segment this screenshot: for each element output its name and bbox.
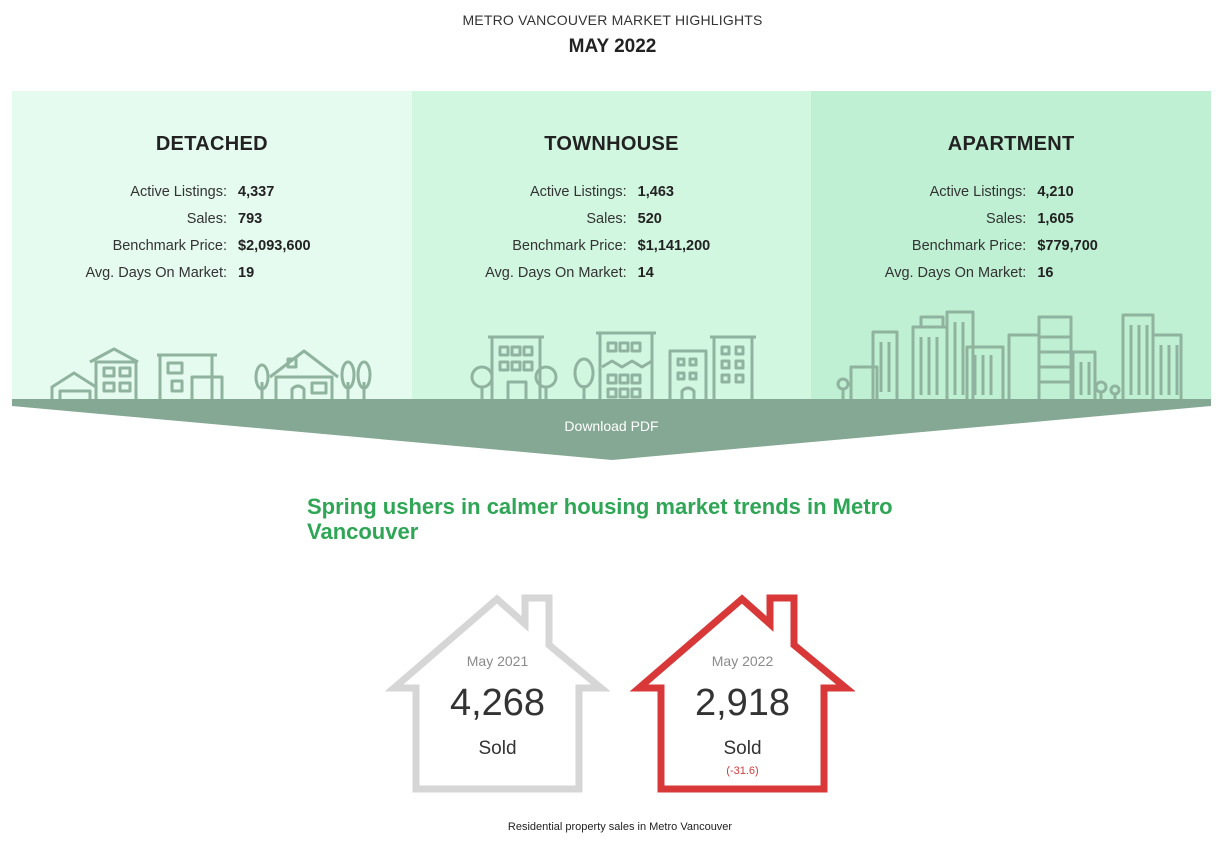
stat-row: Benchmark Price: $2,093,600 bbox=[12, 232, 412, 259]
panel-stats: Active Listings: 1,463 Sales: 520 Benchmar… bbox=[412, 178, 812, 286]
stat-value: $1,141,200 bbox=[637, 237, 711, 254]
page-header: METRO VANCOUVER MARKET HIGHLIGHTS MAY 20… bbox=[0, 12, 1225, 58]
house-outline-icon bbox=[385, 594, 610, 793]
townhouse-skyline-icon bbox=[470, 331, 756, 402]
stat-row: Active Listings: 4,337 bbox=[12, 178, 412, 205]
download-banner bbox=[12, 399, 1211, 460]
stat-row: Sales: 793 bbox=[12, 205, 412, 232]
stat-row: Active Listings: 1,463 bbox=[412, 178, 812, 205]
stat-value: 14 bbox=[637, 264, 654, 281]
sales-value: 4,268 bbox=[449, 682, 546, 724]
stat-row: Benchmark Price: $779,700 bbox=[811, 232, 1211, 259]
sales-label: Sold bbox=[723, 738, 762, 759]
stat-label: Benchmark Price: bbox=[112, 237, 227, 254]
stat-label: Benchmark Price: bbox=[512, 237, 627, 254]
stat-value: 16 bbox=[1037, 264, 1054, 281]
stat-row: Sales: 1,605 bbox=[811, 205, 1211, 232]
panel-apartment: APARTMENT Active Listings: 4,210 Sales: 1,… bbox=[811, 91, 1212, 402]
stat-value: 4,210 bbox=[1037, 183, 1074, 200]
page-subtitle: METRO VANCOUVER MARKET HIGHLIGHTS bbox=[462, 12, 763, 28]
panel-title: APARTMENT bbox=[947, 133, 1075, 155]
stat-value: 19 bbox=[238, 264, 255, 281]
house-outline-icon bbox=[630, 594, 855, 793]
stat-label: Avg. Days On Market: bbox=[485, 264, 627, 281]
stat-row: Avg. Days On Market: 14 bbox=[412, 259, 812, 286]
stat-label: Benchmark Price: bbox=[911, 237, 1027, 254]
panel-townhouse: TOWNHOUSE Active Listings: 1,463 Sales: 52… bbox=[411, 91, 812, 402]
panel-detached: DETACHED Active Listings: 4,337 Sales: 793… bbox=[12, 91, 412, 402]
download-pdf-button[interactable]: Download PDF bbox=[564, 418, 659, 434]
stat-value: 1,605 bbox=[1037, 210, 1074, 227]
stat-label: Active Listings: bbox=[929, 183, 1027, 200]
houses-skyline-icon bbox=[50, 347, 372, 402]
stat-value: 4,337 bbox=[238, 183, 275, 200]
article-headline[interactable]: Spring ushers in calmer housing market t… bbox=[307, 494, 893, 544]
sales-caption: Residential property sales in Metro Vanc… bbox=[507, 821, 733, 833]
page-title: MAY 2022 bbox=[568, 36, 657, 57]
stat-label: Sales: bbox=[586, 210, 627, 227]
sales-label: Sold bbox=[478, 738, 517, 759]
panel-stats: Active Listings: 4,210 Sales: 1,605 Benchm… bbox=[811, 178, 1211, 286]
sales-change: (-31.6) bbox=[726, 765, 759, 777]
stat-label: Avg. Days On Market: bbox=[884, 264, 1027, 281]
stat-row: Avg. Days On Market: 19 bbox=[12, 259, 412, 286]
sales-card-current: May 2022 2,918 Sold (-31.6) bbox=[630, 590, 855, 795]
sales-value: 2,918 bbox=[694, 682, 791, 724]
stat-value: 1,463 bbox=[637, 183, 674, 200]
panel-title: DETACHED bbox=[155, 133, 268, 155]
stat-label: Active Listings: bbox=[529, 183, 627, 200]
stat-label: Sales: bbox=[186, 210, 227, 227]
panel-title: TOWNHOUSE bbox=[544, 133, 679, 155]
stat-row: Active Listings: 4,210 bbox=[811, 178, 1211, 205]
stat-row: Benchmark Price: $1,141,200 bbox=[412, 232, 812, 259]
sales-period: May 2022 bbox=[711, 653, 774, 669]
panel-stats: Active Listings: 4,337 Sales: 793 Benchmar… bbox=[12, 178, 412, 286]
stat-row: Avg. Days On Market: 16 bbox=[811, 259, 1211, 286]
apartment-skyline-icon bbox=[836, 310, 1183, 402]
stat-row: Sales: 520 bbox=[412, 205, 812, 232]
stat-label: Avg. Days On Market: bbox=[85, 264, 227, 281]
stat-label: Active Listings: bbox=[130, 183, 227, 200]
stat-value: 793 bbox=[238, 210, 263, 227]
sales-card-previous: May 2021 4,268 Sold bbox=[385, 590, 610, 795]
market-panels: DETACHED Active Listings: 4,337 Sales: 793… bbox=[12, 91, 1212, 402]
stat-label: Sales: bbox=[986, 210, 1027, 227]
stat-value: $779,700 bbox=[1037, 237, 1098, 254]
stat-value: $2,093,600 bbox=[238, 237, 311, 254]
sales-period: May 2021 bbox=[466, 653, 529, 669]
stat-value: 520 bbox=[637, 210, 662, 227]
